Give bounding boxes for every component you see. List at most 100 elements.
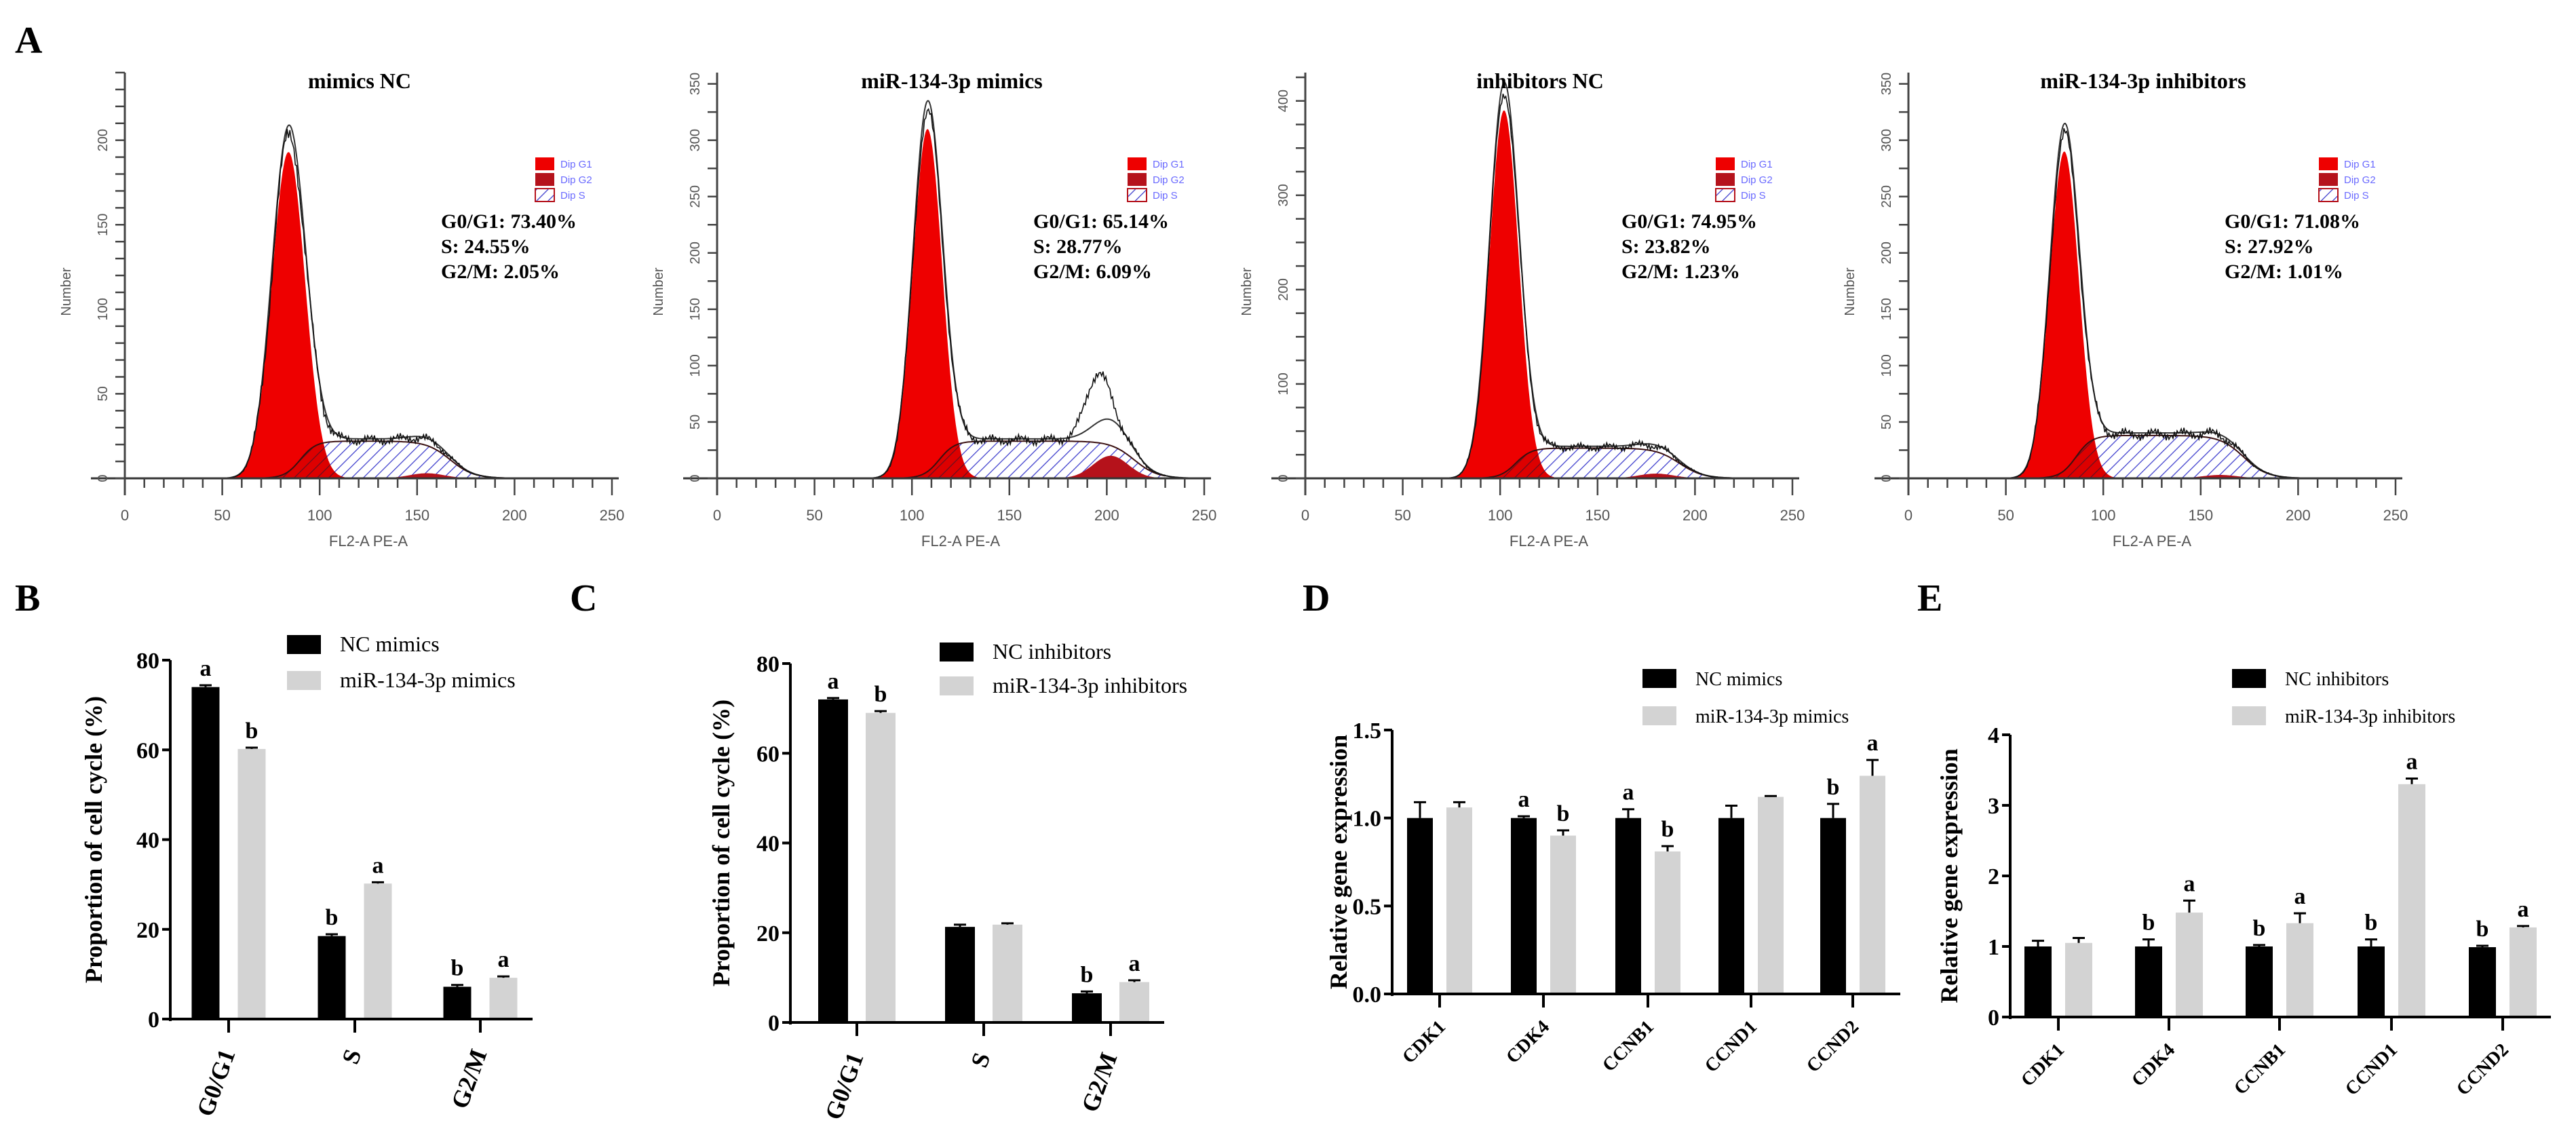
y-tick-label: 0 [96,474,111,482]
x-tick-label: CDK1 [2017,1039,2069,1091]
x-tick-label: 250 [1780,507,1805,524]
y-axis-title: Number [1843,267,1858,315]
y-tick-label: 0 [688,474,703,482]
y-axis-title: Number [59,267,74,315]
bar [2065,942,2092,1017]
legend-swatch-g2 [2319,173,2338,186]
significance-letter: b [1827,775,1840,800]
bar [364,883,392,1019]
x-tick-label: CCNB1 [1598,1016,1658,1076]
y-tick-label: 0.0 [1353,982,1382,1008]
panel-label-e: E [1917,577,1942,619]
x-tick-label: 200 [1683,507,1708,524]
y-tick-label: 40 [756,832,780,857]
histogram-title: miR-134-3p inhibitors [2040,69,2246,93]
panel-label-a: A [15,20,43,62]
y-tick-label: 50 [1879,415,1894,429]
legend-swatch [2232,669,2266,688]
bar [1655,851,1680,994]
x-tick-label: CCNB1 [2230,1039,2290,1099]
y-axis-title: Number [1239,267,1254,315]
significance-letter: a [1623,780,1634,805]
significance-letter: a [2406,749,2418,774]
legend-swatch-s [1127,188,1147,202]
y-axis-title: Relative gene expression [1325,735,1352,989]
bar [1820,818,1846,994]
significance-letter: a [828,669,839,694]
x-tick-label: 150 [2188,507,2213,524]
y-tick-label: 80 [136,649,159,674]
significance-letter: b [1557,801,1570,826]
bar [1718,818,1744,994]
x-tick-label: G0/G1 [820,1049,868,1124]
x-tick-label: 100 [2091,507,2116,524]
significance-letter: b [326,905,339,930]
x-tick-label: G2/M [446,1046,492,1112]
x-tick-label: 100 [307,507,332,524]
dip-s-area [1383,448,1754,478]
significance-letter: b [2253,916,2266,941]
y-axis-title: Relative gene expression [1936,748,1963,1003]
x-tick-label: G0/G1 [191,1046,240,1120]
significance-letter: a [2294,884,2306,909]
histogram-panel: 0 50 100 150 200 250 0 50 100 150 200 250 300 350 FL2-… [1843,69,2408,550]
legend-label: Dip G1 [560,159,592,170]
significance-letter: b [1081,962,1094,987]
y-tick-label: 250 [688,185,703,208]
y-tick-label: 80 [756,652,780,677]
bar [818,699,848,1022]
legend-label: Dip S [1153,190,1178,202]
bar-chart-panel-b: a b b b a a 0 20 40 60 80 G0/G1 S G2/M Proportion of c… [80,632,533,1120]
legend-swatch-g2 [1128,173,1147,186]
legend-swatch [940,676,974,695]
legend-swatch-g2 [535,173,554,186]
bar [237,748,266,1019]
histogram-title: inhibitors NC [1476,69,1604,93]
bar [2510,927,2537,1017]
y-tick-label: 300 [688,129,703,151]
x-tick-label: 50 [1997,507,2014,524]
bar-chart-panel-e: b b b b a a a a 0 1 2 3 4 CDK1 CDK4 CCNB1 CCND1 CCND2 Rela… [1936,669,2551,1100]
x-tick-label: 150 [404,507,429,524]
significance-letter: b [1661,817,1674,842]
legend-swatch [2232,706,2266,725]
histogram-panel: 0 50 100 150 200 250 0 100 200 300 400 FL2-A PE-A Nu… [1239,69,1805,550]
y-tick-label: 100 [96,298,111,320]
x-tick-label: G2/M [1076,1049,1122,1115]
legend-swatch-s [535,188,555,202]
x-tick-label: 100 [1488,507,1513,524]
legend-label: NC mimics [340,632,440,656]
y-tick-label: 150 [688,298,703,320]
g1-s-overlap-area [1986,439,2357,478]
y-tick-label: 200 [1879,242,1894,264]
legend-swatch [287,635,321,654]
legend-label: miR-134-3p mimics [340,668,516,692]
dip-g1-area [202,152,573,478]
y-tick-label: 1 [1988,935,1999,960]
y-tick-label: 150 [1879,298,1894,320]
legend-label: Dip S [2344,190,2369,202]
significance-letter: a [200,656,212,681]
y-tick-label: 20 [756,921,780,946]
legend-swatch [1642,706,1676,725]
legend-swatch-s [2318,188,2339,202]
y-tick-label: 0.5 [1353,894,1382,919]
y-tick-label: 20 [136,918,159,943]
phase-stat: G2/M: 1.23% [1621,261,1740,283]
phase-stat: S: 23.82% [1621,235,1711,258]
bar [2286,923,2313,1017]
y-tick-label: 300 [1879,129,1894,151]
dip-g1-area [1383,110,1754,479]
y-tick-label: 350 [1879,73,1894,95]
legend-swatch-g1 [1716,157,1735,170]
significance-letter: a [2518,897,2529,922]
x-tick-label: CDK4 [2128,1039,2179,1091]
panel-label-b: B [15,577,40,619]
x-tick-label: 200 [502,507,527,524]
y-tick-label: 50 [688,415,703,429]
dip-g1-area [794,129,1166,479]
significance-letter: b [874,682,887,707]
bar-chart-panel-c: a b b a 0 20 40 60 80 G0/G1 S G2/M Proportion of cel… [708,639,1187,1124]
